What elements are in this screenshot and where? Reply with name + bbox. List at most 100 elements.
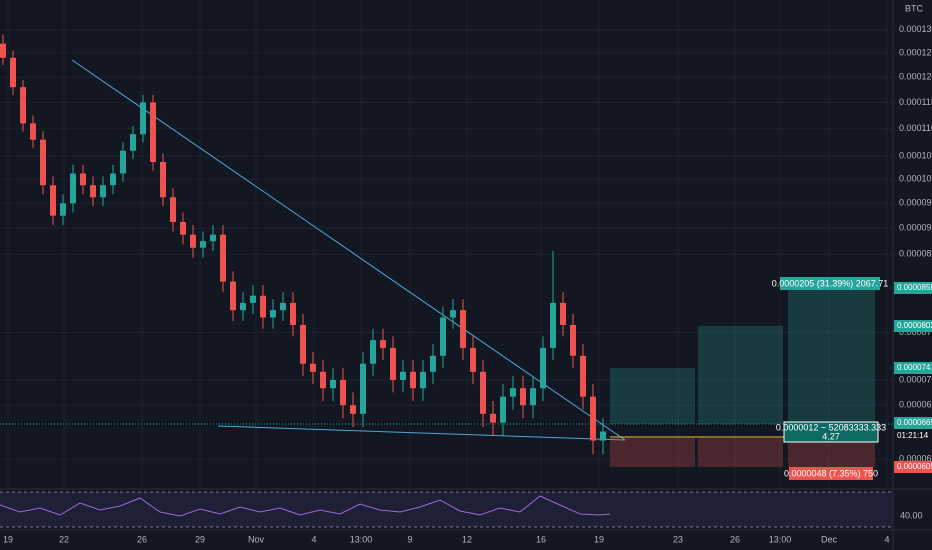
candle-body bbox=[230, 281, 236, 311]
annotation-box bbox=[783, 421, 879, 443]
price-marker bbox=[894, 417, 932, 429]
annotation: 0.0000205 (31.39%) 2067.71 bbox=[772, 278, 889, 288]
x-tick-label: 22 bbox=[59, 534, 69, 544]
candle-body bbox=[200, 241, 206, 248]
x-tick-label: 4 bbox=[884, 534, 889, 544]
price-marker-label: 0.0000802 bbox=[897, 321, 932, 330]
candle-body bbox=[110, 173, 116, 186]
y-tick-label: 0.0000690 bbox=[899, 400, 932, 410]
candle-body bbox=[150, 102, 156, 163]
candle-body bbox=[360, 363, 366, 414]
candle-body bbox=[20, 87, 26, 124]
candle-body bbox=[210, 234, 216, 242]
x-tick-label: Dec bbox=[821, 534, 838, 544]
candle-body bbox=[340, 379, 346, 406]
candle-body bbox=[310, 363, 316, 372]
price-marker-label: 0.0000741 bbox=[897, 363, 932, 372]
price-marker-label: 0.0000665 bbox=[897, 418, 932, 427]
candle-body bbox=[520, 388, 526, 406]
candle-body bbox=[130, 134, 136, 151]
candle-body bbox=[270, 310, 276, 318]
candle-body bbox=[250, 295, 256, 303]
x-tick-label: 19 bbox=[3, 534, 13, 544]
x-tick-label: 13:00 bbox=[350, 534, 373, 544]
candle-body bbox=[100, 185, 106, 198]
candle-body bbox=[190, 234, 196, 248]
annotation-box bbox=[789, 467, 873, 480]
candle-body bbox=[460, 310, 466, 348]
loss-zone bbox=[698, 438, 783, 467]
y-tick-label: 0.0000630 bbox=[899, 453, 932, 463]
candle-body bbox=[510, 388, 516, 397]
candle-body bbox=[350, 405, 356, 414]
annotation: 4.27 bbox=[822, 431, 840, 441]
profit-zone bbox=[610, 368, 695, 424]
candle-body bbox=[260, 295, 266, 318]
candle-body bbox=[500, 396, 506, 423]
x-tick-label: 4 bbox=[311, 534, 316, 544]
candle-body bbox=[600, 431, 606, 441]
annotation: 0.0000012 ~ 52083333.333 bbox=[776, 422, 886, 432]
candle-body bbox=[490, 413, 496, 423]
profit-zone bbox=[698, 326, 783, 424]
candle-body bbox=[450, 310, 456, 318]
y-tick-label: 0.0000970 bbox=[899, 198, 932, 208]
y-tick-label: 0.0001010 bbox=[899, 174, 932, 184]
y-tick-label: 0.0000890 bbox=[899, 249, 932, 259]
candle-body bbox=[580, 355, 586, 397]
candle-body bbox=[120, 150, 126, 174]
rsi-line bbox=[0, 495, 611, 517]
price-marker bbox=[894, 430, 932, 442]
y-tick-label: 0.0001050 bbox=[899, 151, 932, 161]
y-tick-label: 0.0001200 bbox=[899, 72, 932, 82]
candles bbox=[0, 34, 606, 455]
candle-body bbox=[300, 324, 306, 364]
candle-body bbox=[70, 173, 76, 204]
candle-body bbox=[220, 234, 226, 282]
loss-zone bbox=[788, 438, 875, 467]
price-marker-label: 0.0000858 bbox=[897, 283, 932, 292]
x-tick-label: 29 bbox=[195, 534, 205, 544]
x-tick-label: 26 bbox=[730, 534, 740, 544]
price-marker-label: 01:21:14 bbox=[897, 431, 929, 440]
candle-body bbox=[570, 324, 576, 356]
loss-zone bbox=[610, 438, 695, 467]
candle-body bbox=[530, 388, 536, 406]
candle-body bbox=[0, 43, 6, 58]
candle-body bbox=[470, 347, 476, 372]
candle-body bbox=[50, 185, 56, 216]
price-marker-label: 0.0000605 bbox=[897, 462, 932, 471]
candle-body bbox=[370, 340, 376, 364]
price-marker bbox=[894, 461, 932, 473]
price-marker bbox=[894, 282, 932, 294]
candle-body bbox=[90, 185, 96, 198]
y-tick-label: 0.0001250 bbox=[899, 47, 932, 57]
candle-body bbox=[400, 371, 406, 380]
annotation: 0.0000048 (7.35%) 750 bbox=[784, 468, 878, 478]
candle-body bbox=[560, 302, 566, 325]
candle-body bbox=[330, 379, 336, 389]
x-tick-label: Nov bbox=[248, 534, 265, 544]
profit-zone bbox=[788, 288, 875, 424]
candle-body bbox=[440, 317, 446, 356]
candle-body bbox=[140, 102, 146, 135]
candle-body bbox=[40, 139, 46, 186]
candle-body bbox=[430, 355, 436, 372]
y-tick-label: 0.0001100 bbox=[899, 123, 932, 133]
candle-body bbox=[480, 371, 486, 414]
x-tick-label: 23 bbox=[673, 534, 683, 544]
price-marker bbox=[894, 320, 932, 332]
candle-body bbox=[30, 123, 36, 140]
candle-body bbox=[280, 302, 286, 311]
x-tick-label: 26 bbox=[137, 534, 147, 544]
y-tick-label: 0.0001300 bbox=[899, 24, 932, 34]
grid bbox=[0, 0, 893, 488]
candle-body bbox=[10, 57, 16, 88]
candle-body bbox=[60, 203, 66, 216]
candle-body bbox=[240, 302, 246, 311]
trend-line bbox=[217, 425, 626, 441]
candle-body bbox=[80, 173, 86, 186]
candle-body bbox=[550, 302, 556, 348]
rsi-band bbox=[0, 492, 893, 527]
